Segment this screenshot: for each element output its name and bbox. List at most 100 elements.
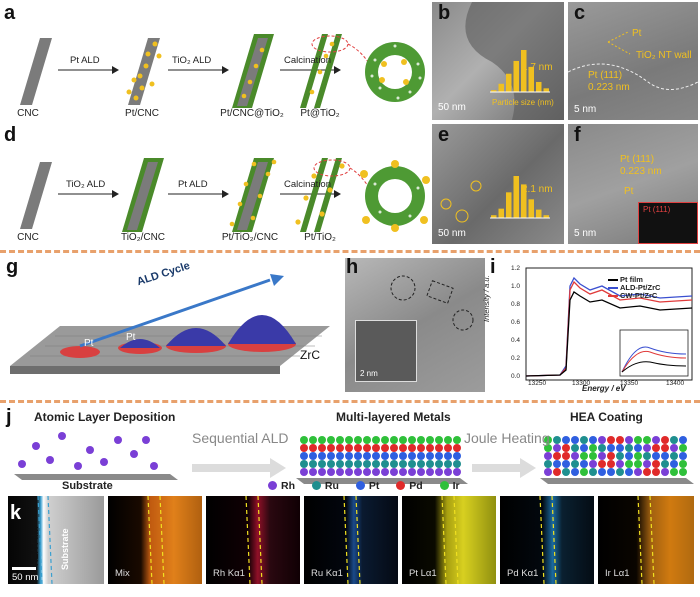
histogram-bar xyxy=(498,208,504,218)
hea-atom-rh xyxy=(598,452,606,460)
hea-atom-pt xyxy=(553,460,561,468)
annotation-c-1: Pt xyxy=(632,28,642,39)
hea-atom-rh xyxy=(661,468,669,476)
pt-label-1: Pt xyxy=(84,338,94,349)
atom-layer-pt xyxy=(327,452,335,460)
histogram-bar xyxy=(498,83,504,92)
map-label-ir: Ir Lα1 xyxy=(605,568,630,579)
ru-dot-icon xyxy=(311,481,321,490)
atom-layer-rh xyxy=(372,468,380,476)
hea-atom-pd xyxy=(607,436,615,444)
atom-layer-ir xyxy=(363,436,371,444)
hea-atom-pt xyxy=(625,452,633,460)
map-label-rh: Rh Kα1 xyxy=(213,568,245,579)
hea-atom-pt xyxy=(562,436,570,444)
legend-ir: Ir xyxy=(452,480,460,492)
atom-layer-ru xyxy=(354,460,362,468)
map-pt: Pt Lα1 xyxy=(402,496,496,584)
hea-atom-rh xyxy=(589,460,597,468)
atom-layer-ru xyxy=(426,460,434,468)
hea-atom-pd xyxy=(553,452,561,460)
step-d-4: Pt/TiO₂ xyxy=(304,232,336,243)
fft-inset-label: Pt (111) xyxy=(643,205,671,214)
hea-atom-pt xyxy=(607,444,615,452)
hea-atom-pt xyxy=(625,468,633,476)
hea-atom-ru xyxy=(571,444,579,452)
atom-layer-rh xyxy=(408,468,416,476)
hea-atom-ru xyxy=(553,436,561,444)
tem-image-h: 2 nm xyxy=(345,258,485,392)
histogram-bar xyxy=(536,209,542,218)
scale-bar-k xyxy=(12,567,36,570)
scale-c: 5 nm xyxy=(574,104,597,115)
atom-layer-pt xyxy=(354,452,362,460)
atom-layer-pt xyxy=(444,452,452,460)
xlabel-i: Energy / eV xyxy=(582,384,626,393)
hea-atom-pd xyxy=(598,460,606,468)
hea-atom-pt xyxy=(661,452,669,460)
atom-layer-ir xyxy=(318,436,326,444)
histogram-e xyxy=(490,176,550,219)
scale-h: 2 nm xyxy=(360,369,378,378)
atom-layer-ru xyxy=(327,460,335,468)
histogram-bar xyxy=(521,184,527,218)
ring-label-a: TiO₂ xyxy=(386,78,404,88)
sequential-ald-label: Sequential ALD xyxy=(192,430,289,446)
atom-layer-rh xyxy=(309,468,317,476)
atom-layer-pt xyxy=(399,452,407,460)
hea-atom-pt xyxy=(634,444,642,452)
annotation-c-2: TiO₂ NT wall xyxy=(636,50,692,61)
pt-label-2: Pt xyxy=(126,332,136,343)
atom-layer-ir xyxy=(354,436,362,444)
atom-layer-ru xyxy=(417,460,425,468)
dashed-guides-k xyxy=(37,496,655,584)
schematic-a xyxy=(20,34,425,108)
element-legend: Rh Ru Pt Pd Ir xyxy=(268,480,460,492)
schematic-d xyxy=(20,158,430,232)
substrate-label-j: Substrate xyxy=(62,480,113,492)
map-mix: Mix xyxy=(108,496,202,584)
atom-layer-ir xyxy=(345,436,353,444)
atom-layer-pd xyxy=(363,444,371,452)
atom-layer-rh xyxy=(363,468,371,476)
hea-atom-pt xyxy=(679,452,687,460)
histogram-bar xyxy=(543,88,549,92)
hea-atom-rh xyxy=(625,436,633,444)
xtick-i-3: 13350 xyxy=(620,380,639,387)
hea-atom-rh xyxy=(643,460,651,468)
map-pd: Pd Kα1 xyxy=(500,496,594,584)
hea-atom-ru xyxy=(580,436,588,444)
atom-layer-ru xyxy=(300,460,308,468)
histogram-bar xyxy=(513,60,519,92)
atom-layer-pt xyxy=(318,452,326,460)
atom-layer-ru xyxy=(318,460,326,468)
size-label-e: 2.1 nm xyxy=(522,184,553,195)
atom-layer-rh xyxy=(381,468,389,476)
atom-layer-ru xyxy=(408,460,416,468)
zrc-label: ZrC xyxy=(300,348,320,362)
ytick-i-7: 1.2 xyxy=(511,265,521,272)
rh-dot-icon xyxy=(268,481,277,490)
hea-atom-pt xyxy=(670,460,678,468)
hea-atom-ru xyxy=(625,444,633,452)
hea-atom-rh xyxy=(643,444,651,452)
tem-image-e: 2.1 nm 50 nm xyxy=(432,124,564,244)
atom-layer-ir xyxy=(444,436,452,444)
atom-layer-ru xyxy=(390,460,398,468)
atom-layer-pt xyxy=(435,452,443,460)
histogram-bar xyxy=(506,192,512,218)
ytick-i-1: 0.0 xyxy=(511,373,521,380)
annotation-f-3: Pt xyxy=(624,186,634,197)
legend-i-2: ALD-Pt/ZrC xyxy=(620,283,661,292)
panel-label-h: h xyxy=(346,256,359,278)
hea-atom-ru xyxy=(661,460,669,468)
atom-layer-pd xyxy=(453,444,461,452)
atom-layer-pd xyxy=(408,444,416,452)
pt-dot-icon xyxy=(355,481,365,490)
atom-layer-rh xyxy=(435,468,443,476)
hea-atom-ir xyxy=(580,452,588,460)
map-ru: Ru Kα1 xyxy=(304,496,398,584)
hea-atom-ir xyxy=(544,436,552,444)
tem-image-b: 1.7 nm Particle size (nm) 50 nm xyxy=(432,2,564,120)
hea-atom-pt xyxy=(679,436,687,444)
